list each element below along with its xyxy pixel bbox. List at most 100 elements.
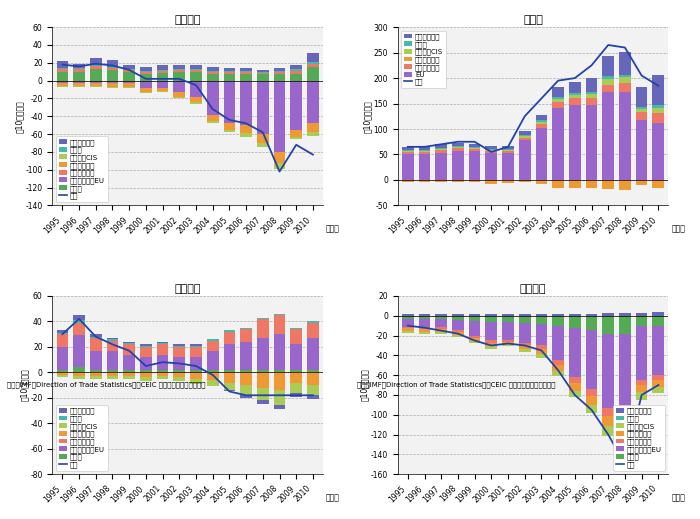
Bar — [90, 334, 102, 337]
Bar — [74, 69, 85, 72]
Bar — [619, 83, 631, 92]
Bar — [636, 109, 648, 112]
Bar — [486, 343, 497, 347]
Bar — [190, 69, 202, 70]
Bar — [402, 331, 414, 333]
Bar — [402, 327, 414, 331]
Bar — [140, 80, 152, 88]
Bar — [174, 64, 185, 69]
Bar — [190, 370, 202, 372]
Bar — [140, 74, 152, 80]
Bar — [274, 80, 286, 152]
Bar — [90, 65, 102, 66]
Bar — [652, 75, 664, 105]
Bar — [140, 67, 152, 71]
Bar — [257, 372, 269, 388]
Bar — [57, 372, 68, 375]
Bar — [207, 80, 218, 115]
Bar — [402, 155, 414, 180]
Bar — [552, 360, 564, 365]
Bar — [603, 334, 614, 408]
Bar — [174, 372, 185, 377]
Bar — [174, 346, 185, 347]
Bar — [90, 66, 102, 69]
Bar — [274, 315, 286, 334]
Bar — [157, 70, 169, 71]
Bar — [586, 104, 597, 180]
Y-axis label: （10億ドル）: （10億ドル） — [360, 368, 370, 402]
Bar — [652, 316, 664, 326]
Y-axis label: （10億ドル）: （10億ドル） — [20, 368, 29, 402]
Bar — [619, 429, 631, 441]
Bar — [123, 343, 135, 344]
Bar — [469, 340, 480, 343]
Bar — [174, 370, 185, 372]
Legend: その他新興国, 中南米, ロシア・CIS, アジア新興国, その他先進国, ドイツ以外のEU, ドイツ, 世界: その他新興国, 中南米, ロシア・CIS, アジア新興国, その他先進国, ドイ… — [613, 405, 665, 471]
Bar — [307, 124, 318, 132]
Bar — [274, 152, 286, 162]
Bar — [74, 323, 85, 335]
Text: （年）: （年） — [671, 225, 685, 234]
Bar — [586, 180, 597, 187]
Bar — [274, 314, 286, 315]
Bar — [419, 329, 430, 332]
Bar — [569, 99, 581, 104]
Bar — [486, 149, 497, 150]
Bar — [502, 322, 514, 339]
Bar — [569, 383, 581, 391]
Bar — [486, 151, 497, 154]
Bar — [569, 314, 581, 316]
Bar — [157, 342, 169, 343]
Bar — [307, 323, 318, 338]
Bar — [636, 316, 648, 326]
Bar — [123, 354, 135, 370]
Title: ドイツ: ドイツ — [523, 15, 543, 25]
Bar — [652, 107, 664, 113]
Bar — [652, 312, 664, 316]
Bar — [435, 326, 447, 329]
Bar — [174, 357, 185, 370]
Bar — [452, 316, 463, 320]
Bar — [157, 73, 169, 80]
Bar — [207, 115, 218, 121]
Title: スペイン: スペイン — [520, 284, 546, 294]
Bar — [502, 154, 514, 180]
Bar — [207, 380, 218, 386]
Bar — [240, 133, 252, 137]
Bar — [519, 343, 531, 346]
Bar — [257, 319, 269, 338]
Bar — [157, 343, 169, 344]
Bar — [603, 76, 614, 78]
Bar — [552, 365, 564, 371]
Bar — [140, 346, 152, 347]
Bar — [174, 72, 185, 80]
Bar — [469, 321, 480, 336]
Bar — [619, 92, 631, 180]
Bar — [619, 313, 631, 316]
Bar — [74, 80, 85, 84]
Bar — [486, 314, 497, 316]
Bar — [469, 316, 480, 321]
Bar — [57, 80, 68, 84]
Bar — [106, 60, 118, 67]
Bar — [636, 112, 648, 120]
Bar — [290, 393, 302, 397]
Bar — [207, 121, 218, 122]
Bar — [74, 315, 85, 320]
Bar — [419, 332, 430, 334]
Bar — [223, 71, 235, 72]
Bar — [190, 344, 202, 346]
Bar — [469, 148, 480, 149]
Bar — [603, 316, 614, 334]
Bar — [274, 405, 286, 409]
Bar — [452, 314, 463, 316]
Bar — [536, 128, 547, 180]
Bar — [290, 74, 302, 80]
Bar — [435, 153, 447, 180]
Bar — [257, 143, 269, 147]
Bar — [402, 180, 414, 182]
Bar — [240, 395, 252, 398]
Bar — [402, 147, 414, 150]
Bar — [106, 338, 118, 339]
Bar — [123, 370, 135, 372]
